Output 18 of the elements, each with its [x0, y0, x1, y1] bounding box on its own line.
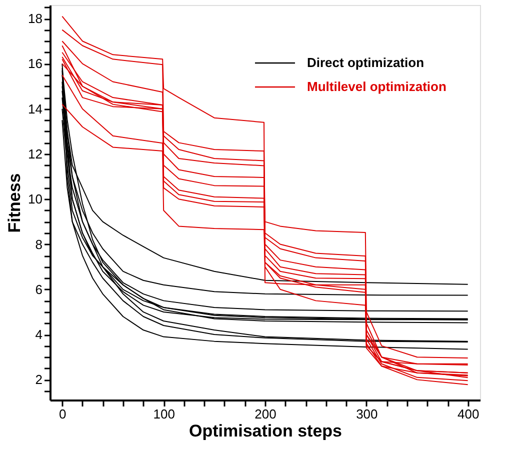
- legend-label: Direct optimization: [307, 55, 424, 70]
- y-tick-label: 10: [28, 192, 42, 207]
- x-axis-title: Optimisation steps: [188, 422, 342, 440]
- y-tick-label: 16: [28, 56, 42, 72]
- y-tick-label: 2: [35, 372, 42, 388]
- x-tick-label: 0: [59, 406, 66, 422]
- y-tick-label: 12: [28, 146, 42, 162]
- y-tick-label: 14: [28, 101, 42, 116]
- x-tick-label: 200: [254, 406, 276, 422]
- legend-label: Multilevel optimization: [307, 79, 446, 94]
- y-axis-title: Fitness: [5, 173, 24, 233]
- x-tick-label: 100: [153, 406, 175, 422]
- y-tick-label: 8: [35, 236, 42, 252]
- x-tick-label: 400: [457, 406, 480, 422]
- y-tick-label: 18: [28, 11, 42, 26]
- y-tick-label: 6: [35, 282, 42, 297]
- y-tick-label: 4: [35, 327, 42, 342]
- x-tick-label: 300: [356, 406, 378, 422]
